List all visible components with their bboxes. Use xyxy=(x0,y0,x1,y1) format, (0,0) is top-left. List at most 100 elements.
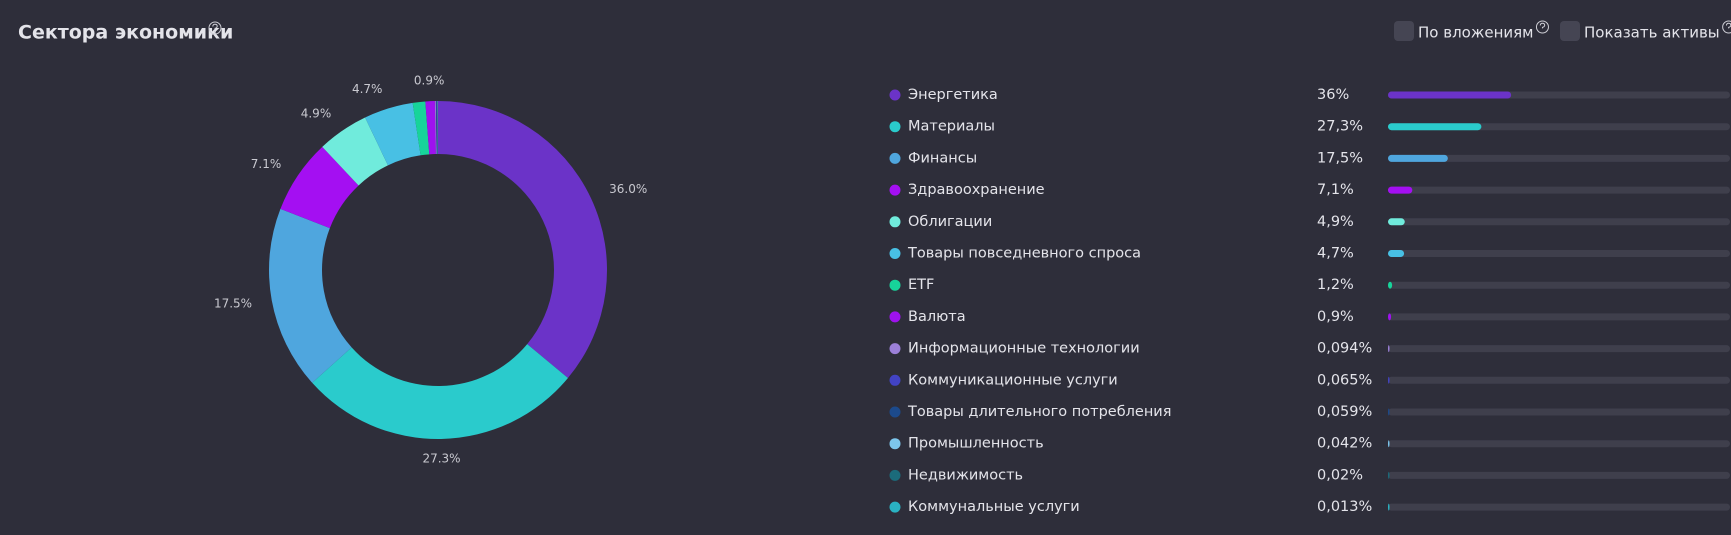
widget-title: Сектора экономики xyxy=(18,22,233,44)
legend-name: Промышленность xyxy=(908,436,1044,452)
help-icon-circle xyxy=(1535,20,1549,34)
progress-track xyxy=(1388,503,1730,511)
progress-bar xyxy=(1388,345,1390,353)
legend-dot xyxy=(889,216,901,228)
legend-value: 1,2% xyxy=(1317,277,1354,293)
legend-dot xyxy=(889,374,901,386)
slice xyxy=(269,208,352,383)
help-icon[interactable] xyxy=(1722,20,1731,34)
progress-bar xyxy=(1388,440,1390,448)
legend-dot xyxy=(889,406,901,418)
legend-value: 36% xyxy=(1317,87,1349,103)
legend-name: Материалы xyxy=(908,119,995,135)
progress-bar xyxy=(1388,471,1390,479)
progress-track xyxy=(1388,471,1730,479)
legend-name: Финансы xyxy=(908,150,977,166)
progress-bar xyxy=(1388,376,1390,384)
progress-track xyxy=(1388,218,1730,226)
legend-value: 27,3% xyxy=(1317,119,1363,135)
help-icon[interactable] xyxy=(208,21,222,35)
legend-name: Товары длительного потребления xyxy=(907,404,1171,420)
slice xyxy=(437,101,438,155)
legend-name: Облигации xyxy=(908,214,992,230)
legend-value: 7,1% xyxy=(1317,182,1354,198)
legend-dot xyxy=(889,89,901,101)
progress-track xyxy=(1388,440,1730,448)
slice xyxy=(322,117,388,186)
slice xyxy=(435,101,438,155)
legend-name: Коммунальные услуги xyxy=(908,499,1080,515)
legend: Энергетика 36% Материалы 27,3% Финансы 17,5% З… xyxy=(889,87,1730,515)
progress-track xyxy=(1388,408,1730,416)
checkbox[interactable] xyxy=(1560,21,1580,41)
legend-name: Здравоохранение xyxy=(908,182,1045,198)
progress-bar xyxy=(1388,91,1512,99)
help-icon-mark xyxy=(1725,22,1731,29)
slice-label: 27.3% xyxy=(422,451,460,465)
legend-value: 0,059% xyxy=(1317,404,1372,420)
legend-dot xyxy=(889,152,901,164)
legend-value: 4,9% xyxy=(1317,214,1354,230)
checkbox[interactable] xyxy=(1394,21,1414,41)
slice-label: 36.0% xyxy=(609,182,647,196)
slice xyxy=(434,101,437,155)
legend-value: 4,7% xyxy=(1317,246,1354,262)
legend-value: 0,9% xyxy=(1317,309,1354,325)
legend-dot xyxy=(889,279,901,291)
donut-chart: 36.0% 27.3% 17.5% 7.1% 4.9% 4.7% 0.9% xyxy=(214,74,647,466)
progress-track xyxy=(1388,345,1730,353)
slice xyxy=(365,102,421,166)
progress-track xyxy=(1388,281,1730,289)
progress-bar xyxy=(1388,408,1390,416)
legend-name: ETF xyxy=(908,277,934,293)
legend-value: 0,065% xyxy=(1317,372,1372,388)
legend-name: Недвижимость xyxy=(908,467,1023,483)
progress-track xyxy=(1388,154,1730,162)
slice xyxy=(425,101,436,155)
progress-track xyxy=(1388,313,1730,321)
progress-bar xyxy=(1388,123,1482,131)
legend-name: Товары повседневного спроса xyxy=(907,246,1141,262)
legend-value: 0,02% xyxy=(1317,467,1363,483)
progress-bar xyxy=(1388,250,1405,257)
legend-dot xyxy=(889,121,901,133)
help-icon[interactable] xyxy=(1535,20,1549,34)
legend-name: Коммуникационные услуги xyxy=(908,372,1118,388)
legend-dot xyxy=(889,311,901,323)
progress-bar xyxy=(1388,154,1448,162)
slice xyxy=(412,101,430,156)
legend-dot xyxy=(889,438,901,450)
legend-value: 17,5% xyxy=(1317,150,1363,166)
legend-name: Валюта xyxy=(908,309,966,325)
progress-bar xyxy=(1388,186,1413,194)
slice xyxy=(312,344,568,439)
progress-bar xyxy=(1388,218,1405,226)
legend-dot xyxy=(889,248,901,259)
slice-label: 4.9% xyxy=(301,107,332,121)
legend-value: 0,042% xyxy=(1317,436,1372,452)
slice xyxy=(280,146,359,229)
slice xyxy=(436,101,438,155)
slice-label: 7.1% xyxy=(251,157,282,171)
progress-bar xyxy=(1388,313,1392,321)
legend-dot xyxy=(889,501,901,513)
checkbox-label[interactable]: По вложениям xyxy=(1418,24,1533,42)
progress-track xyxy=(1388,250,1730,257)
slice-label: 0.9% xyxy=(414,74,445,88)
legend-value: 0,013% xyxy=(1317,499,1372,515)
help-icon-circle xyxy=(1722,20,1731,34)
slice-label: 4.7% xyxy=(352,82,383,96)
legend-value: 0,094% xyxy=(1317,341,1372,357)
progress-track xyxy=(1388,186,1730,194)
slice xyxy=(438,101,607,379)
progress-bar xyxy=(1388,281,1393,289)
slice-label: 17.5% xyxy=(214,296,252,310)
help-icon-mark xyxy=(1539,22,1546,29)
legend-name: Информационные технологии xyxy=(908,341,1140,357)
legend-dot xyxy=(889,469,901,481)
progress-track xyxy=(1388,376,1730,384)
checkbox-label[interactable]: Показать активы xyxy=(1584,24,1720,42)
